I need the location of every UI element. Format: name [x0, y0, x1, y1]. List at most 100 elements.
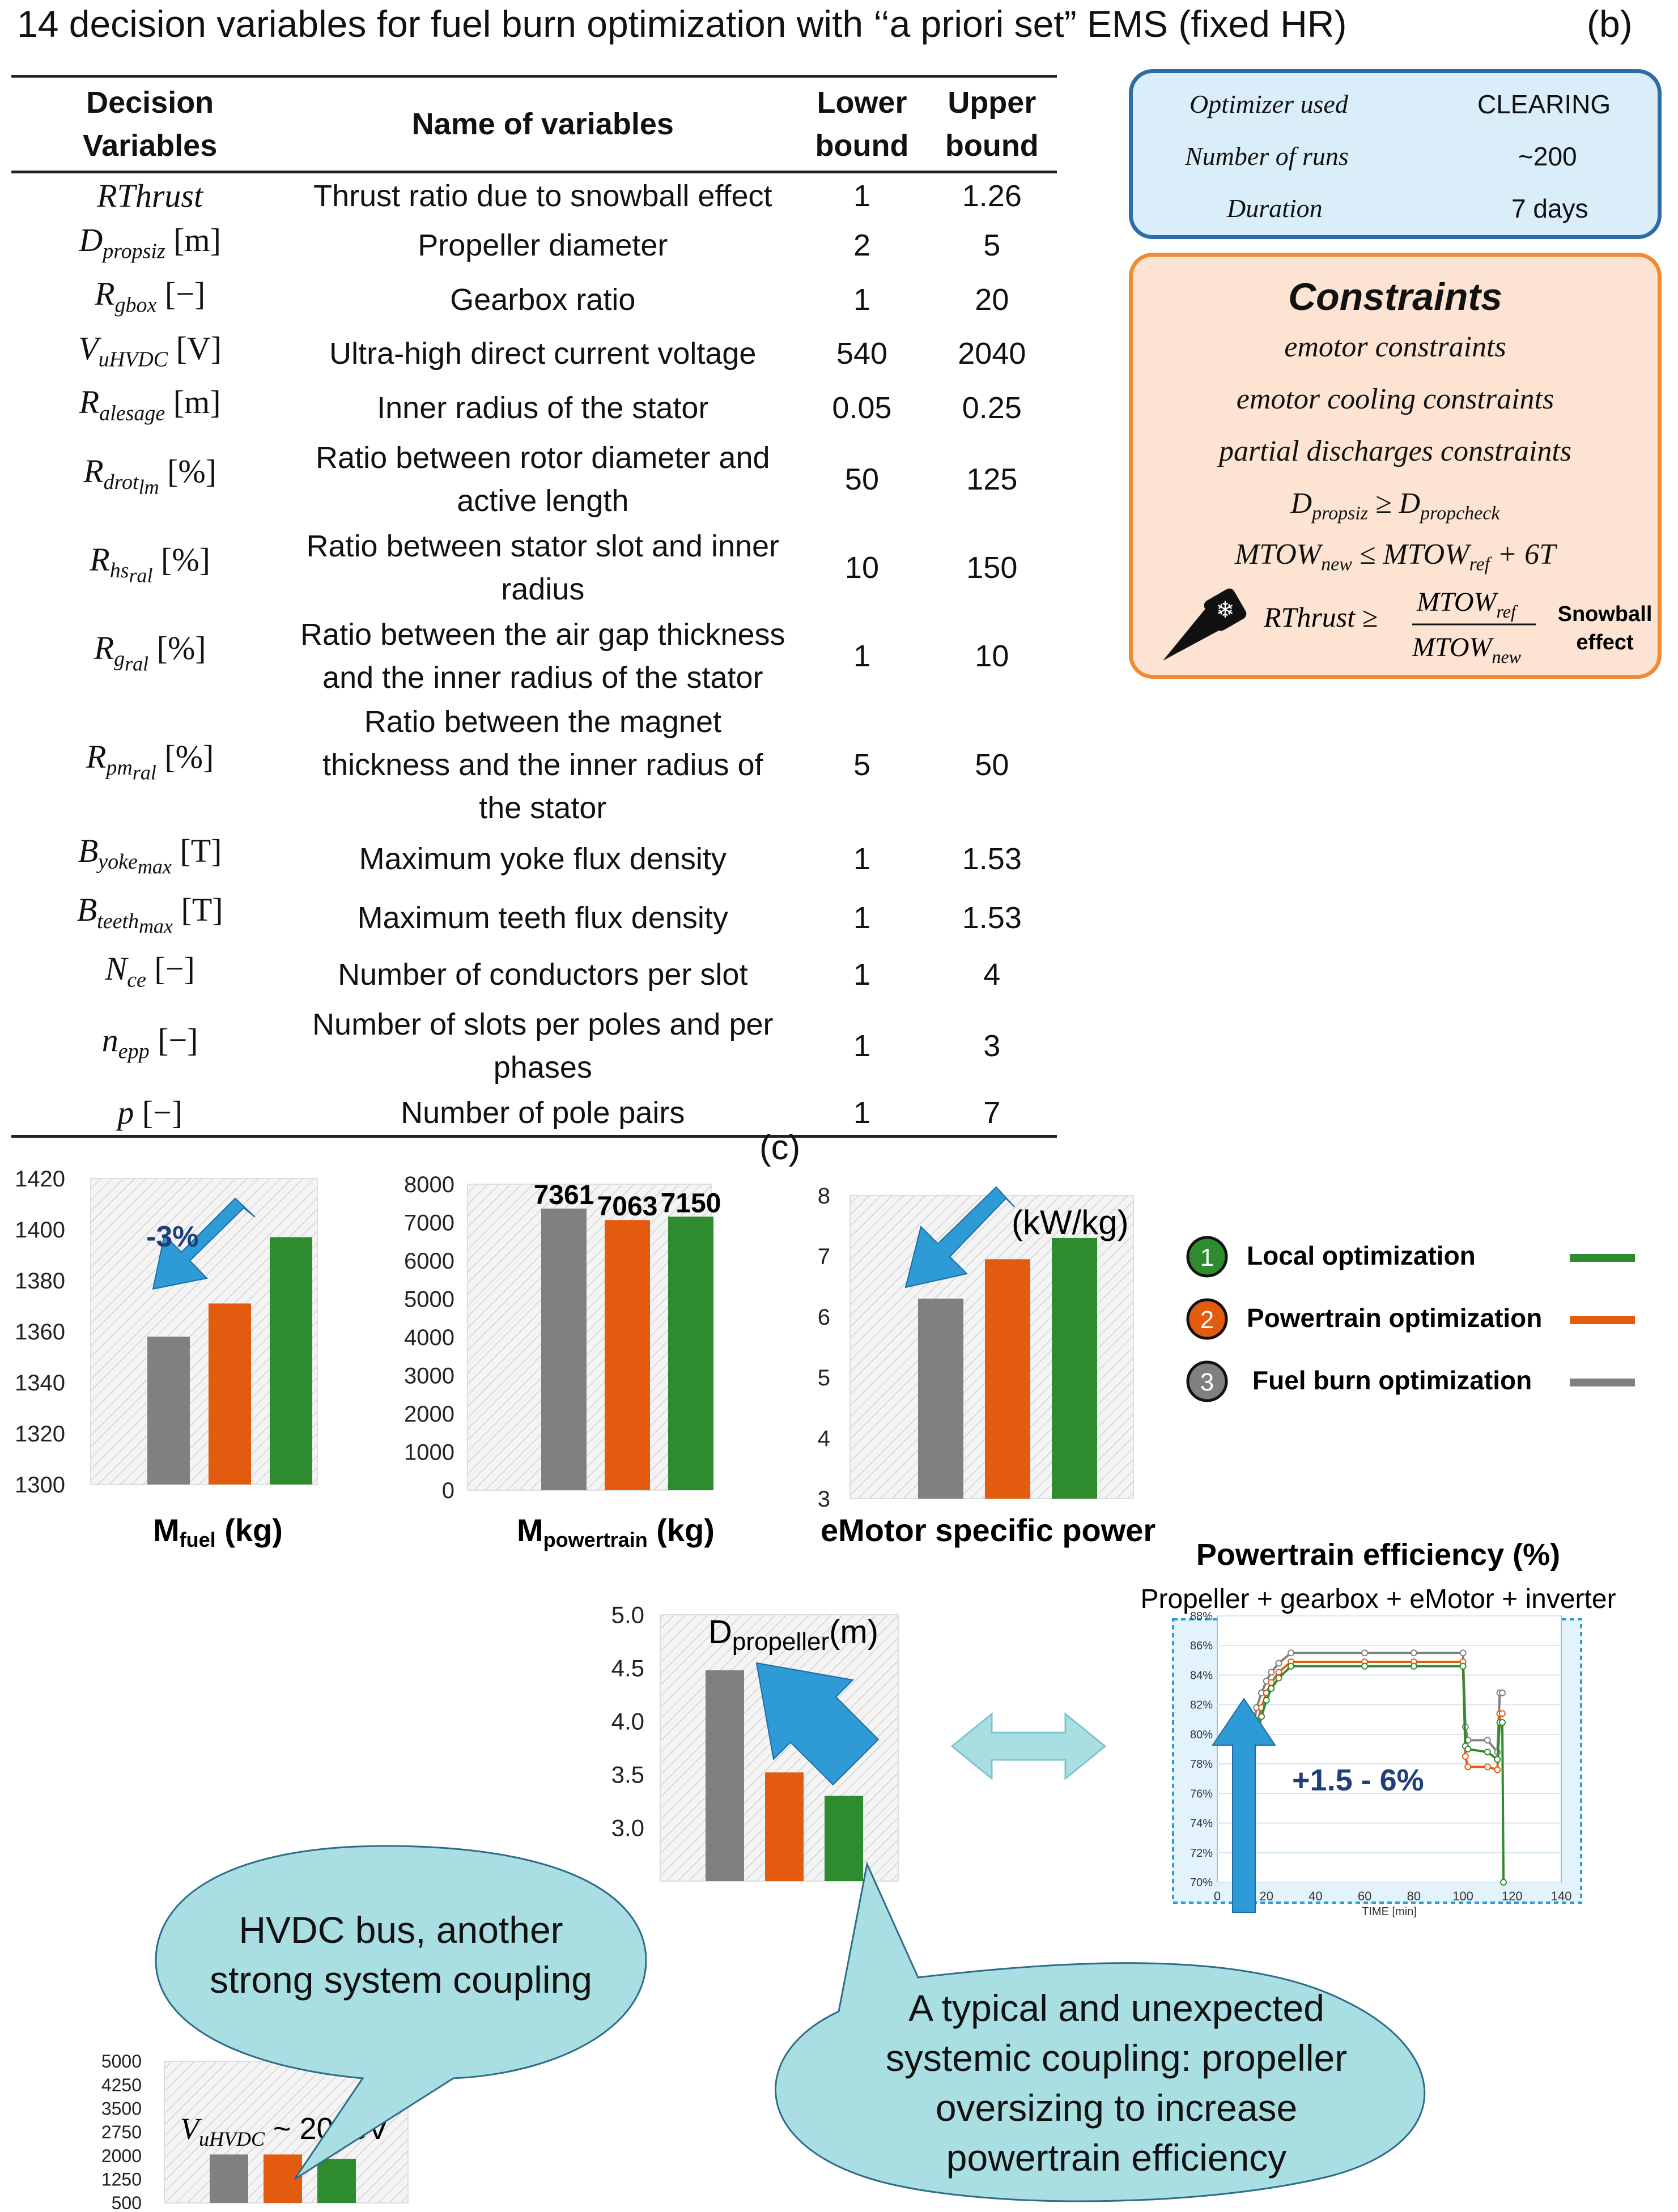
fuel-xlabel-unit: (kg) [216, 1512, 283, 1548]
panel-b-label: (b) [1587, 3, 1633, 45]
table-row: Byokemax [T] Maximum yoke flux density 1 1.… [11, 829, 1057, 888]
legend-label-1: Local optimization [1247, 1241, 1476, 1270]
propeller-arrow-icon [755, 1662, 880, 1786]
efficiency-chart-subtitle: Propeller + gearbox + eMotor + inverter [1140, 1584, 1616, 1614]
hvdc-title-sub: uHVDC [199, 2128, 265, 2150]
legend-marker-2 [1186, 1298, 1228, 1340]
hvdc-speech-bubble [155, 1845, 647, 2180]
specific_power-bar [985, 1259, 1030, 1499]
table-row: Rgral [%] Ratio between the air gap thick… [11, 612, 1057, 700]
table-body: RThrust Thrust ratio due to snowball effe… [11, 172, 1057, 1137]
efficiency-series-point [1462, 1753, 1469, 1760]
powertrain-chart-xlabel: Mpowertrain (kg) [517, 1512, 715, 1551]
specific_power-bar [1052, 1237, 1097, 1499]
powertrain-ytick-label: 4000 [404, 1325, 454, 1350]
efficiency-series-point [1268, 1669, 1275, 1676]
optimizer-info-box: Optimizer used CLEARING Number of runs ~… [1129, 69, 1662, 239]
efficiency-ytick-label: 78% [1190, 1758, 1213, 1771]
constraint-cooling: emotor cooling constraints [1236, 383, 1554, 415]
lower-bound: 1 [853, 1095, 870, 1130]
variable-symbol: Rgral [%] [94, 629, 206, 675]
upper-bound: 1.53 [962, 841, 1022, 876]
decision-variables-table: Decision Variables Name of variables Lowe… [11, 75, 1057, 1138]
propeller-bubble-line-1: A typical and unexpected [908, 1987, 1324, 2029]
header-decision-variables: Decision Variables [11, 76, 289, 173]
lower-bound: 1 [853, 1028, 870, 1063]
variable-symbol: Dpropsiz [m] [79, 221, 221, 263]
powertrain-data-label: 7150 [661, 1188, 721, 1218]
efficiency-plot-area [1217, 1615, 1562, 1883]
propeller-bar [706, 1670, 744, 1881]
specific-power-arrow-icon [904, 1186, 1015, 1288]
propeller-bubble-line-3: oversizing to increase [935, 2087, 1298, 2129]
efficiency-series-point [1498, 1710, 1506, 1717]
fuel-arrow-icon [152, 1197, 256, 1290]
lower-bound: 50 [844, 462, 879, 496]
header-upper-bound: Upper bound [927, 76, 1057, 173]
powertrain-ytick-label: 3000 [404, 1364, 454, 1389]
variable-symbol: Rhsral [%] [90, 541, 210, 587]
efficiency-series-point [1459, 1649, 1467, 1657]
efficiency-chart: Powertrain efficiency (%) Propeller + gea… [1140, 1538, 1616, 1918]
hvdc-ytick-label: 500 [112, 2193, 142, 2212]
header-variables: Variables [83, 129, 218, 163]
fuel-ytick-label: 1300 [15, 1473, 65, 1498]
specific-power-unit: (kW/kg) [1012, 1203, 1129, 1241]
legend-label-3: Fuel burn optimization [1252, 1366, 1532, 1395]
specific_power-ytick-label: 5 [818, 1366, 830, 1390]
powertrain-ytick-label: 6000 [404, 1249, 454, 1274]
legend-marker-1 [1186, 1236, 1228, 1278]
runs-label: Number of runs [1185, 142, 1349, 171]
table-row: Rdrotlm [%] Ratio between rotor diameter … [11, 435, 1057, 524]
efficiency-ytick-label: 82% [1190, 1699, 1213, 1712]
panel-c-label: (c) [759, 1128, 801, 1167]
efficiency-ytick-label: 86% [1190, 1640, 1213, 1652]
hvdc-bubble-text: HVDC bus, another strong system coupling [156, 1905, 646, 2005]
fuel-xlabel-sub: fuel [180, 1528, 216, 1551]
specific_power-ytick-label: 4 [818, 1426, 830, 1451]
hvdc-ytick-label: 5000 [101, 2051, 142, 2071]
specific_power-ytick-label: 7 [818, 1244, 830, 1269]
variable-name: Ratio between stator slot and inner radi… [306, 529, 780, 606]
powertrain-bar [605, 1220, 650, 1490]
powertrain-ytick-label: 1000 [404, 1440, 454, 1465]
lower-bound: 1 [853, 841, 870, 876]
efficiency-series-point [1494, 1766, 1501, 1773]
powertrain-bar [668, 1216, 713, 1490]
lower-bound: 1 [853, 639, 870, 673]
fuel-ytick-label: 1360 [15, 1320, 65, 1345]
fuel-ytick-label: 1420 [15, 1167, 65, 1192]
lower-bound: 10 [844, 550, 879, 585]
variable-name: Inner radius of the stator [377, 391, 709, 426]
variable-name: Maximum yoke flux density [359, 841, 727, 876]
duration-label: Duration [1227, 194, 1323, 223]
propeller-ytick-label: 4.5 [611, 1655, 644, 1682]
table-row: Bteethmax [T] Maximum teeth flux density 1… [11, 888, 1057, 947]
hvdc-ytick-label: 4250 [101, 2075, 142, 2095]
specific_power-ytick-label: 6 [818, 1305, 830, 1330]
powertrain-ytick-label: 7000 [404, 1211, 454, 1236]
efficiency-ytick-label: 74% [1190, 1818, 1213, 1830]
upper-bound: 20 [975, 282, 1009, 317]
efficiency-series-point [1498, 1719, 1506, 1726]
legend-item-powertrain: 2 Powertrain optimization [1186, 1298, 1635, 1340]
powertrain-ytick-label: 0 [442, 1478, 454, 1503]
propeller-title-unit: (m) [829, 1614, 878, 1651]
upper-bound: 1.26 [962, 178, 1022, 213]
variable-symbol: Rgbox [−] [95, 275, 206, 317]
variable-name: Propeller diameter [418, 228, 668, 263]
header-name: Name of variables [288, 76, 797, 173]
fuel-xlabel-m: M [153, 1512, 180, 1548]
fuel-ytick-label: 1400 [15, 1218, 65, 1243]
variable-name: Number of slots per poles and per phases [312, 1007, 774, 1084]
hvdc-ytick-label: 3500 [101, 2099, 142, 2119]
legend-item-fuel-burn: 3 Fuel burn optimization [1186, 1360, 1635, 1402]
efficiency-chart-title: Powertrain efficiency (%) [1196, 1538, 1560, 1572]
fuel-chart-xlabel: Mfuel (kg) [153, 1512, 283, 1551]
table-row: Rhsral [%] Ratio between stator slot and … [11, 524, 1057, 612]
propeller-ytick-label: 5.0 [611, 1602, 644, 1628]
specific_power-bar [918, 1298, 963, 1499]
legend: 1 Local optimization 2 Powertrain optimi… [1186, 1236, 1635, 1402]
efficiency-series-point [1275, 1669, 1282, 1676]
